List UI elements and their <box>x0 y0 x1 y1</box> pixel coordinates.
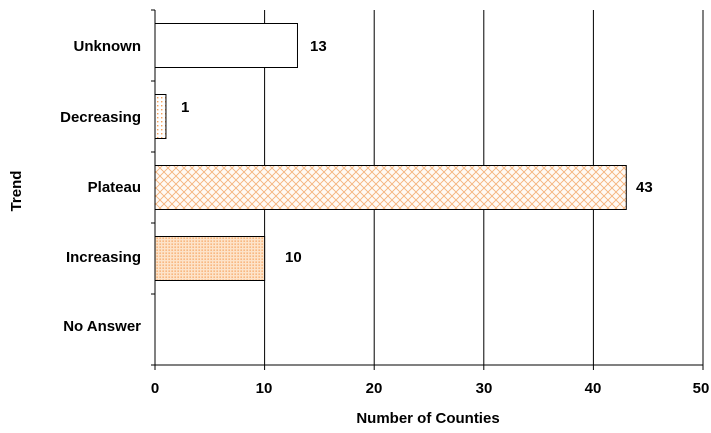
category-label-unknown: Unknown <box>74 38 142 55</box>
category-label-plateau: Plateau <box>88 179 141 196</box>
axes <box>151 9 704 370</box>
category-labels: Unknown Decreasing Plateau Increasing No… <box>60 38 141 335</box>
data-label-unknown: 13 <box>310 38 327 55</box>
y-axis-title: Trend <box>8 171 25 212</box>
x-tick-label-30: 30 <box>476 380 493 397</box>
x-tick-label-20: 20 <box>366 380 383 397</box>
data-label-plateau: 43 <box>636 179 653 196</box>
bar-plateau <box>154 165 627 210</box>
category-label-decreasing: Decreasing <box>60 109 141 126</box>
data-label-decreasing: 1 <box>181 99 189 116</box>
category-label-increasing: Increasing <box>66 249 141 266</box>
data-labels: 13 1 43 10 <box>181 38 653 266</box>
data-label-increasing: 10 <box>285 249 302 266</box>
x-tick-label-10: 10 <box>256 380 273 397</box>
bar-decreasing <box>154 94 167 139</box>
category-label-no-answer: No Answer <box>63 318 141 335</box>
x-tick-label-50: 50 <box>693 380 710 397</box>
bar-unknown <box>154 23 298 68</box>
x-tick-labels: 0 10 20 30 40 50 <box>151 380 710 397</box>
x-axis-title: Number of Counties <box>356 410 499 427</box>
x-tick-label-40: 40 <box>585 380 602 397</box>
bars <box>154 23 627 281</box>
bar-increasing <box>154 236 266 281</box>
x-tick-label-0: 0 <box>151 380 159 397</box>
